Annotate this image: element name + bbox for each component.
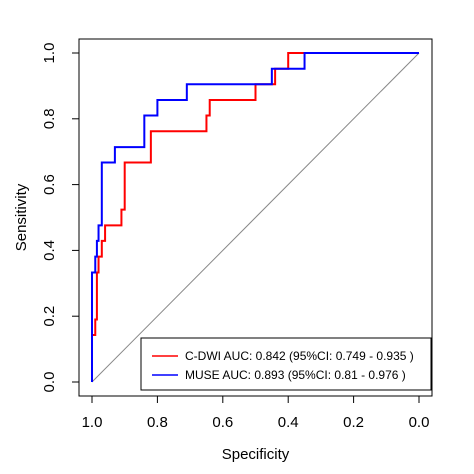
x-tick-label: 0.4 [278,414,299,431]
y-tick-label: 0.6 [41,174,58,195]
x-tick-label: 0.0 [409,414,430,431]
y-tick-label: 0.4 [41,240,58,261]
legend-label-cdwi: C-DWI AUC: 0.842 (95%CI: 0.749 - 0.935 ) [185,349,414,363]
y-tick-label: 0.2 [41,306,58,327]
x-axis: 1.0 0.8 0.6 0.4 0.2 0.0 [82,395,430,431]
x-tick-label: 0.8 [147,414,168,431]
legend-box [140,337,432,391]
plot-area [91,52,420,383]
reference-diagonal-line [91,52,420,383]
y-tick-label: 0.0 [41,372,58,393]
x-tick-label: 0.2 [343,414,364,431]
series-layer [91,52,419,382]
y-axis: 0.0 0.2 0.4 0.6 0.8 1.0 [41,43,80,393]
legend: C-DWI AUC: 0.842 (95%CI: 0.749 - 0.935 )… [140,337,432,391]
x-tick-label: 1.0 [82,414,103,431]
y-axis-title: Sensitivity [13,183,30,251]
legend-label-muse: MUSE AUC: 0.893 (95%CI: 0.81 - 0.976 ) [185,368,406,382]
x-tick-label: 0.6 [212,414,233,431]
y-tick-label: 0.8 [41,108,58,129]
roc-series-line-muse [91,52,419,382]
y-tick-label: 1.0 [41,43,58,64]
x-axis-title: Specificity [222,446,290,463]
